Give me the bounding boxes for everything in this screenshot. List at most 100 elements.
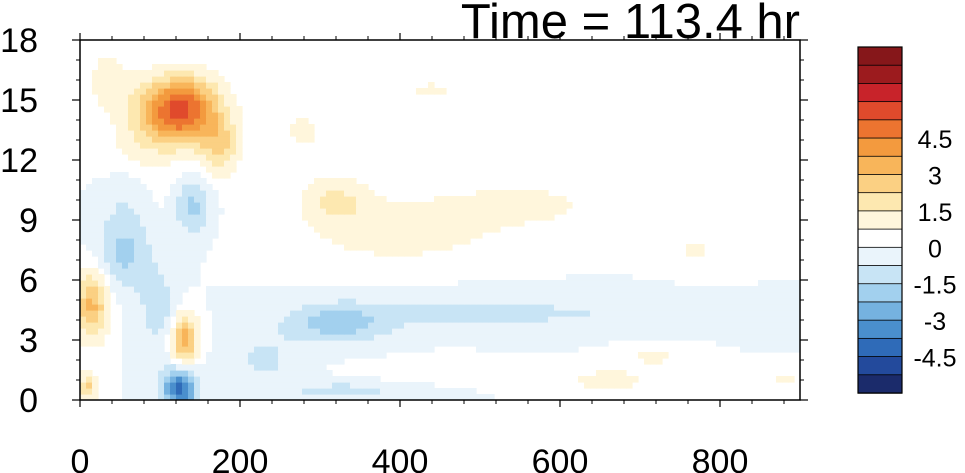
heatmap-cell [500, 310, 507, 317]
heatmap-cell [356, 328, 363, 335]
heatmap-cell [512, 190, 519, 197]
heatmap-cell [758, 328, 765, 335]
heatmap-cell [182, 184, 189, 191]
heatmap-cell [194, 394, 201, 400]
heatmap-cell [566, 340, 573, 347]
heatmap-cell [314, 202, 321, 209]
heatmap-cell [134, 202, 141, 209]
heatmap-cell [440, 202, 447, 209]
heatmap-cell [476, 304, 483, 311]
heatmap-cell [134, 208, 141, 215]
heatmap-cell [308, 310, 315, 317]
heatmap-cell [110, 196, 117, 203]
heatmap-cell [122, 346, 129, 353]
heatmap-cell [422, 382, 429, 389]
heatmap-cell [674, 310, 681, 317]
heatmap-cell [146, 160, 153, 167]
heatmap-cell [296, 286, 303, 293]
heatmap-cell [182, 100, 189, 107]
heatmap-cell [428, 202, 435, 209]
heatmap-cell [482, 346, 489, 353]
heatmap-cell [230, 124, 237, 131]
heatmap-cell [404, 340, 411, 347]
heatmap-cell [482, 328, 489, 335]
heatmap-cell [212, 124, 219, 131]
heatmap-cell [86, 388, 93, 395]
heatmap-cell [188, 274, 195, 281]
heatmap-cell [98, 196, 105, 203]
heatmap-cell [572, 304, 579, 311]
heatmap-cell [224, 130, 231, 137]
heatmap-cell [164, 358, 171, 365]
heatmap-cell [146, 364, 153, 371]
heatmap-cell [584, 316, 591, 323]
heatmap-cell [488, 208, 495, 215]
heatmap-cell [692, 316, 699, 323]
heatmap-cell [122, 280, 129, 287]
heatmap-cell [152, 154, 159, 161]
heatmap-cell [188, 64, 195, 71]
heatmap-cell [464, 286, 471, 293]
heatmap-cell [326, 214, 333, 221]
heatmap-cell [164, 364, 171, 371]
heatmap-cell [386, 298, 393, 305]
heatmap-cell [536, 304, 543, 311]
heatmap-cell [272, 292, 279, 299]
heatmap-cell [80, 202, 87, 209]
heatmap-cell [410, 304, 417, 311]
heatmap-cell [746, 322, 753, 329]
heatmap-cell [350, 214, 357, 221]
heatmap-cell [656, 310, 663, 317]
heatmap-cell [548, 280, 555, 287]
heatmap-cell [110, 214, 117, 221]
heatmap-cell [188, 184, 195, 191]
heatmap-cell [704, 286, 711, 293]
heatmap-cell [188, 244, 195, 251]
heatmap-cell [422, 316, 429, 323]
heatmap-cell [152, 346, 159, 353]
heatmap-cell [134, 268, 141, 275]
heatmap-cell [86, 298, 93, 305]
heatmap-cell [440, 208, 447, 215]
heatmap-cell [200, 256, 207, 263]
heatmap-cell [80, 310, 87, 317]
heatmap-cell [632, 376, 639, 383]
heatmap-cell [110, 64, 117, 71]
heatmap-cell [290, 130, 297, 137]
heatmap-cell [128, 238, 135, 245]
heatmap-cell [206, 112, 213, 119]
heatmap-cell [488, 298, 495, 305]
heatmap-cell [770, 292, 777, 299]
heatmap-cell [482, 322, 489, 329]
heatmap-cell [206, 352, 213, 359]
heatmap-cell [698, 322, 705, 329]
heatmap-cell [86, 190, 93, 197]
colorbar: 4.531.50-1.5-3-4.5 [857, 46, 957, 394]
heatmap-cell [212, 148, 219, 155]
heatmap-cell [140, 394, 147, 400]
heatmap-cell [752, 346, 759, 353]
heatmap-cell [212, 214, 219, 221]
heatmap-cell [308, 382, 315, 389]
heatmap-cell [146, 70, 153, 77]
heatmap-cell [380, 244, 387, 251]
heatmap-cell [374, 340, 381, 347]
heatmap-cell [380, 298, 387, 305]
heatmap-cell [248, 334, 255, 341]
heatmap-cell [146, 298, 153, 305]
heatmap-cell [326, 310, 333, 317]
heatmap-cell [416, 220, 423, 227]
heatmap-cell [104, 268, 111, 275]
heatmap-cell [662, 286, 669, 293]
heatmap-cell [212, 118, 219, 125]
heatmap-cell [344, 178, 351, 185]
heatmap-cell [476, 202, 483, 209]
heatmap-cell [596, 286, 603, 293]
heatmap-cell [602, 292, 609, 299]
heatmap-cell [626, 304, 633, 311]
heatmap-cell [152, 226, 159, 233]
heatmap-cell [134, 130, 141, 137]
heatmap-cell [320, 322, 327, 329]
heatmap-cell [230, 352, 237, 359]
heatmap-cell [200, 238, 207, 245]
